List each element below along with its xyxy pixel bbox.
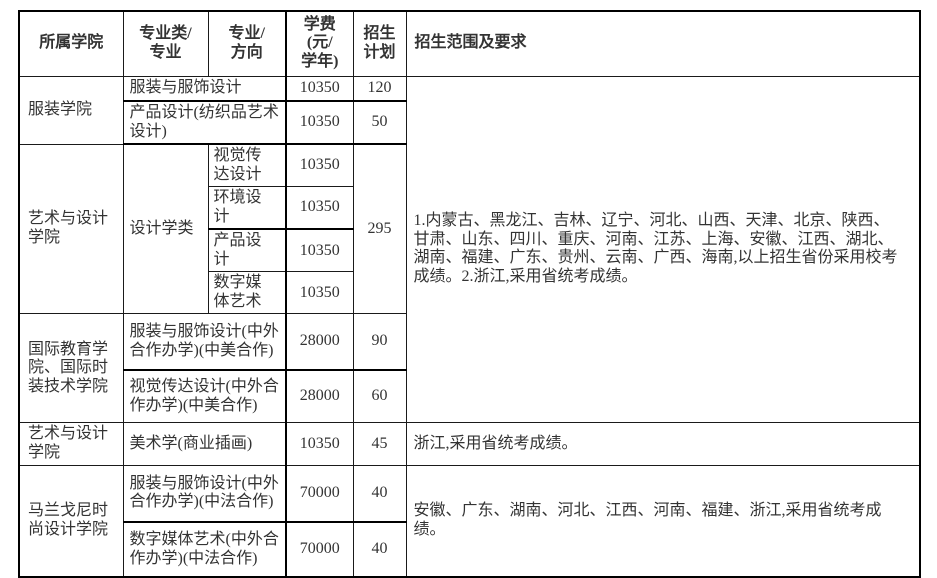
college-cell: 艺术与设计学院: [18, 143, 124, 315]
tuition-cell: 10350: [285, 75, 354, 102]
plan-cell: 50: [352, 99, 407, 145]
tuition-cell: 10350: [285, 228, 354, 273]
header-requirements: 招生范围及要求: [405, 10, 921, 77]
plan-cell: 60: [352, 368, 407, 424]
major-category-cell: 设计学类: [122, 143, 209, 315]
plan-cell: 120: [352, 75, 407, 102]
tuition-cell: 10350: [285, 186, 354, 230]
college-cell: 服装学院: [18, 75, 124, 145]
tuition-cell: 70000: [285, 521, 354, 578]
major-cell: 服装与服饰设计(中外合作办学)(中美合作): [122, 313, 287, 371]
plan-cell: 295: [352, 143, 407, 315]
tuition-cell: 10350: [285, 422, 354, 466]
major-cell: 美术学(商业插画): [122, 422, 287, 466]
plan-cell: 40: [352, 521, 407, 578]
requirements-cell: 安徽、广东、湖南、河北、江西、河南、福建、浙江,采用省统考成绩。: [405, 464, 921, 578]
table-row: 产品设计(纺织品艺术设计) 10350 50: [19, 99, 920, 145]
header-direction: 专业/ 方向: [207, 10, 287, 77]
college-cell: 马兰戈尼时尚设计学院: [18, 464, 124, 578]
college-cell: 艺术与设计学院: [18, 422, 124, 466]
table-row: 马兰戈尼时尚设计学院 服装与服饰设计(中外合作办学)(中法合作) 70000 4…: [18, 464, 921, 578]
direction-cell: 视觉传达设计: [207, 143, 287, 188]
direction-cell: 数字媒体艺术: [207, 271, 287, 315]
tuition-cell: 10350: [285, 271, 354, 315]
tuition-cell: 28000: [285, 313, 354, 371]
table-row: 艺术与设计学院 美术学(商业插画) 10350 45 浙江,采用省统考成绩。: [18, 422, 921, 466]
tuition-cell: 10350: [285, 143, 354, 188]
tuition-cell: 70000: [285, 464, 354, 523]
header-college: 所属学院: [18, 10, 124, 77]
tuition-cell: 28000: [285, 368, 354, 424]
table-row: 数字媒体艺术 10350: [19, 271, 920, 315]
direction-cell: 环境设计: [207, 186, 287, 230]
major-cell: 服装与服饰设计(中外合作办学)(中法合作): [122, 464, 287, 523]
direction-cell: 产品设计: [207, 228, 287, 273]
major-cell: 数字媒体艺术(中外合作办学)(中法合作): [122, 521, 287, 578]
major-cell: 服装与服饰设计: [122, 75, 287, 102]
plan-cell: 45: [352, 422, 407, 466]
plan-cell: 90: [352, 313, 407, 371]
requirements-cell: 1.内蒙古、黑龙江、吉林、辽宁、河北、山西、天津、北京、陕西、甘肃、山东、四川、…: [405, 75, 921, 424]
plan-cell: 40: [352, 464, 407, 523]
tuition-cell: 10350: [285, 99, 354, 145]
header-tuition: 学费 (元/ 学年): [285, 10, 354, 77]
table-row: 艺术与设计学院 设计学类 视觉传达设计 10350 295: [18, 143, 920, 315]
table-row: 环境设计 10350: [19, 186, 920, 230]
college-cell: 国际教育学院、国际时装技术学院: [18, 313, 124, 424]
table-row: 产品设计 10350: [19, 228, 920, 273]
table-row: 视觉传达设计(中外合作办学)(中美合作) 28000 60: [19, 368, 920, 424]
major-cell: 产品设计(纺织品艺术设计): [122, 99, 287, 145]
header-plan: 招生 计划: [352, 10, 407, 77]
header-row: 所属学院 专业类/ 专业 专业/ 方向 学费 (元/ 学年) 招生 计划 招生范…: [18, 10, 921, 77]
major-cell: 视觉传达设计(中外合作办学)(中美合作): [122, 368, 287, 424]
requirements-cell: 浙江,采用省统考成绩。: [405, 422, 921, 466]
table-row: 服装学院 服装与服饰设计 10350 120 1.内蒙古、黑龙江、吉林、辽宁、河…: [18, 75, 921, 424]
header-major-category: 专业类/ 专业: [122, 10, 209, 77]
admissions-table: 所属学院 专业类/ 专业 专业/ 方向 学费 (元/ 学年) 招生 计划 招生范…: [18, 10, 921, 578]
